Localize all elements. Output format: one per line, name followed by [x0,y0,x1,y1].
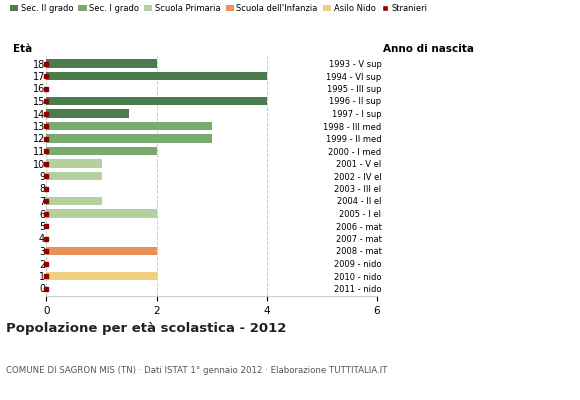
Text: Popolazione per età scolastica - 2012: Popolazione per età scolastica - 2012 [6,322,286,335]
Text: Età: Età [13,44,32,54]
Bar [46,134,212,142]
Bar [46,272,157,280]
Bar [46,122,212,130]
Bar [46,97,267,105]
Legend: Sec. II grado, Sec. I grado, Scuola Primaria, Scuola dell'Infanzia, Asilo Nido, : Sec. II grado, Sec. I grado, Scuola Prim… [10,4,427,13]
Bar [46,197,102,205]
Bar [46,160,102,168]
Bar [46,60,157,68]
Bar [46,210,157,218]
Bar [46,147,157,155]
Bar [46,172,102,180]
Text: Anno di nascita: Anno di nascita [383,44,474,54]
Bar [46,110,129,118]
Bar [46,72,267,80]
Bar [46,247,157,255]
Text: COMUNE DI SAGRON MIS (TN) · Dati ISTAT 1° gennaio 2012 · Elaborazione TUTTITALIA: COMUNE DI SAGRON MIS (TN) · Dati ISTAT 1… [6,366,387,375]
